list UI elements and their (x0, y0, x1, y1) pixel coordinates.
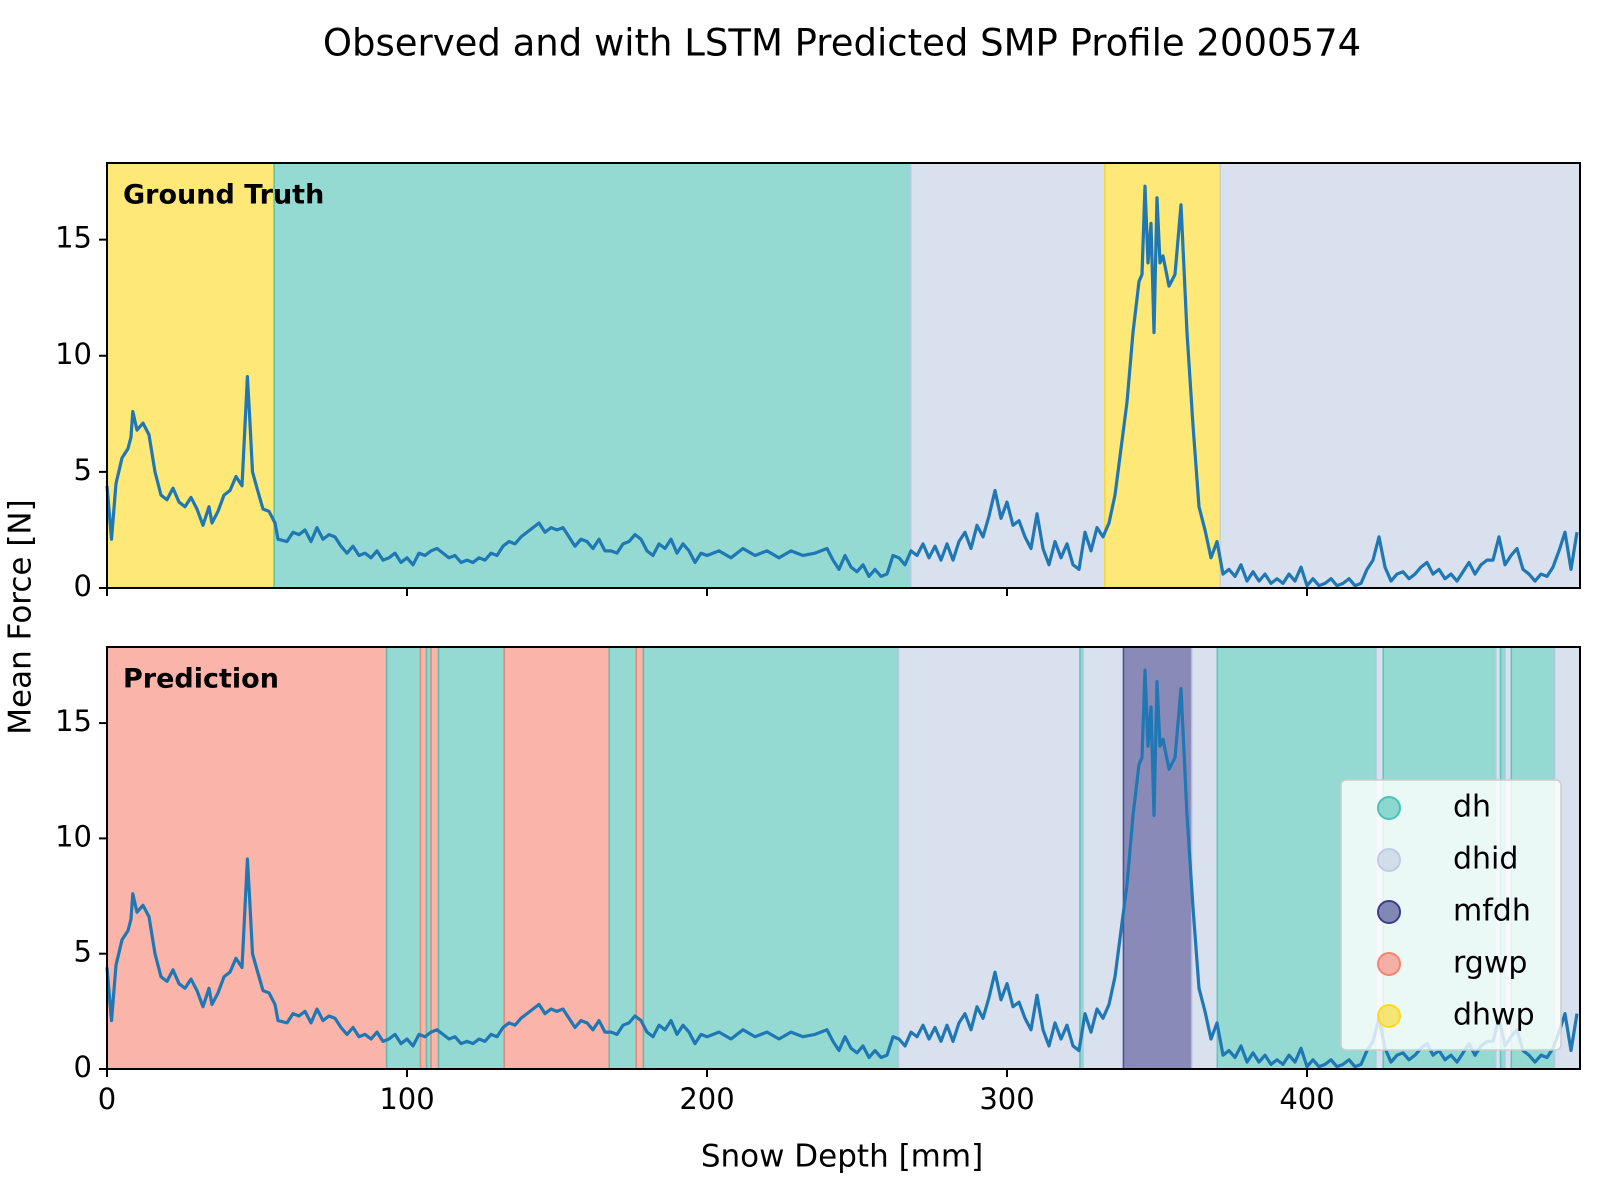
legend-marker (1377, 900, 1401, 924)
legend-label: rgwp (1453, 946, 1527, 981)
layer-span (608, 646, 637, 1070)
legend-marker (1377, 1004, 1401, 1028)
legend-label: mfdh (1453, 894, 1531, 929)
force-line (105, 184, 1579, 588)
legend-box (1340, 779, 1562, 1051)
layer-span (897, 646, 1081, 1070)
layer-span (642, 646, 900, 1070)
y-tick-label: 15 (55, 221, 92, 255)
layer-span (909, 162, 1106, 589)
x-tick-label: 200 (679, 1082, 734, 1116)
legend-label: dh (1453, 790, 1491, 825)
y-tick-label: 15 (55, 704, 92, 738)
legend-marker (1377, 952, 1401, 976)
y-tick-label: 5 (74, 453, 92, 487)
layer-span (1082, 646, 1125, 1070)
layer-span (419, 646, 428, 1070)
y-axis-label: Mean Force [N] (3, 499, 39, 734)
chart-title: Observed and with LSTM Predicted SMP Pro… (323, 22, 1361, 65)
force-line (105, 668, 1579, 1069)
layer-span (385, 646, 422, 1070)
axes-frame (106, 162, 1581, 589)
x-tick-label: 400 (1279, 1082, 1334, 1116)
x-tick-label: 100 (379, 1082, 434, 1116)
layer-span (430, 646, 440, 1070)
y-tick-label: 0 (74, 1050, 92, 1084)
layer-span (106, 162, 275, 589)
layer-span (635, 646, 645, 1070)
x-axis-label: Snow Depth [mm] (701, 1139, 983, 1175)
panel-label: Ground Truth (123, 180, 324, 211)
y-tick-label: 5 (74, 935, 92, 969)
y-tick-label: 10 (55, 337, 92, 371)
legend-label: dhid (1453, 842, 1518, 877)
layer-span (273, 162, 912, 589)
y-tick-label: 0 (74, 569, 92, 603)
layer-span (1190, 646, 1219, 1070)
axes-frame (106, 646, 1581, 1070)
x-tick-label: 300 (979, 1082, 1034, 1116)
y-tick-label: 10 (55, 819, 92, 853)
legend-marker (1377, 848, 1401, 872)
layer-span (437, 646, 505, 1070)
layer-span (1219, 162, 1581, 589)
legend-label: dhwp (1453, 998, 1535, 1033)
layer-span (503, 646, 610, 1070)
legend-marker (1377, 796, 1401, 820)
panel-label: Prediction (123, 664, 279, 695)
x-tick-label: 0 (98, 1082, 116, 1116)
